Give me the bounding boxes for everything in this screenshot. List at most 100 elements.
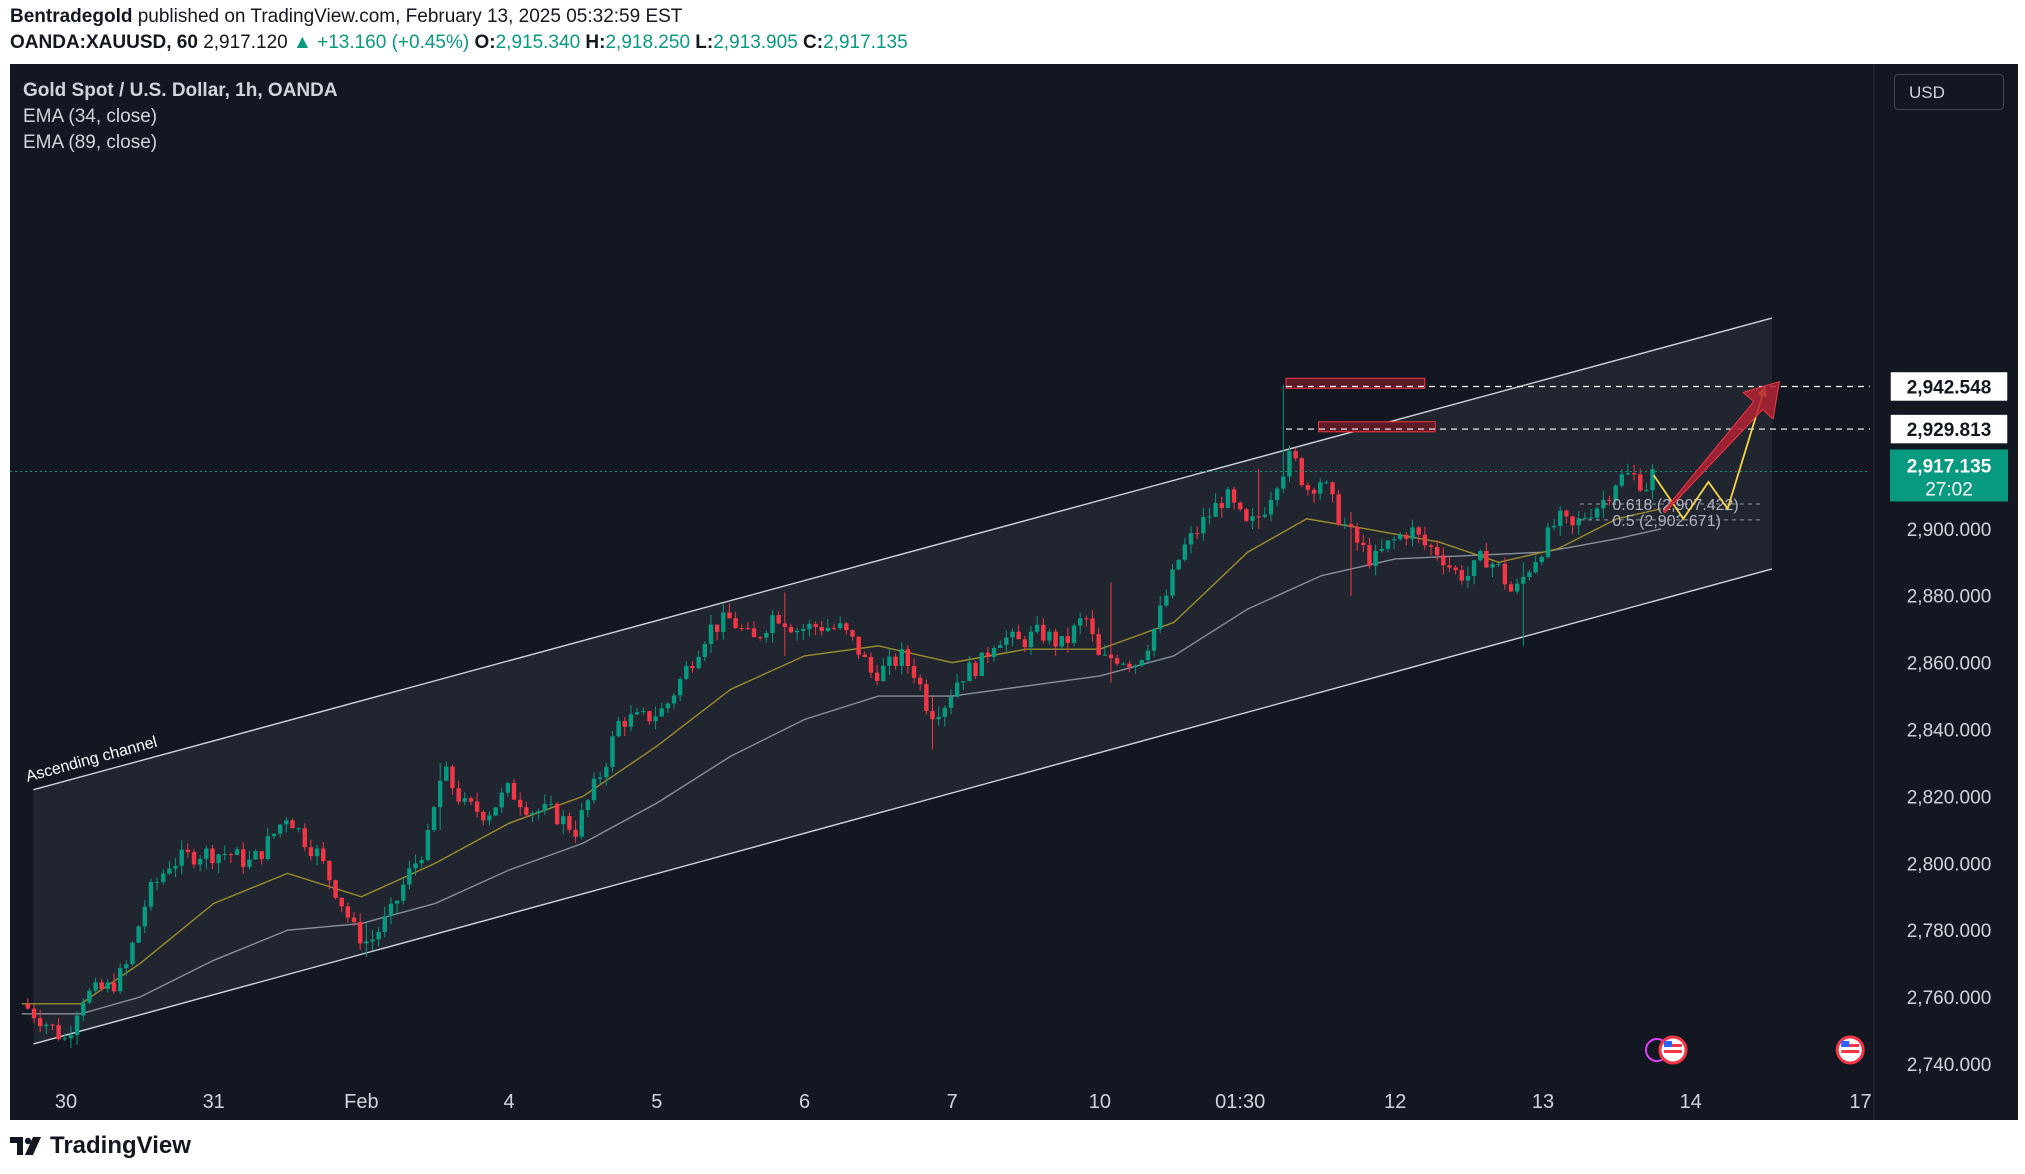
price-chart[interactable]: Ascending channel2,942.5482,929.8130.618… <box>10 64 2018 1120</box>
chart-pane[interactable]: Ascending channel 2,942.548 2,929.813 0.618… <box>10 64 2018 1120</box>
high-value: 2,918.250 <box>605 32 691 53</box>
candle-body <box>210 848 215 864</box>
candle <box>1391 535 1397 550</box>
candle-body <box>1564 510 1569 517</box>
candle <box>1631 464 1637 481</box>
candle <box>1625 463 1631 476</box>
open-value: 2,915.340 <box>495 32 581 53</box>
candle-body <box>542 804 547 812</box>
channel-fill <box>33 318 1772 1044</box>
fib-label-1: 0.5 (2,902.671) <box>1612 513 1721 530</box>
candle <box>1434 539 1440 561</box>
candle-body <box>1539 556 1544 563</box>
candle <box>431 805 437 833</box>
candle-body <box>1188 533 1194 545</box>
legend-ema89[interactable]: EMA (89, close) <box>23 132 158 153</box>
candle-body <box>634 712 640 715</box>
candle-body <box>801 629 806 631</box>
candle-body <box>585 800 591 811</box>
ema89-line <box>21 528 1662 1015</box>
candle <box>579 802 584 840</box>
target-arrow <box>1662 380 1780 514</box>
candle <box>1533 555 1538 574</box>
candle-body <box>1570 516 1575 526</box>
candle-body <box>825 627 831 632</box>
brand-name: TradingView <box>50 1132 191 1159</box>
candle <box>1256 468 1261 529</box>
candle <box>973 660 978 679</box>
candle <box>1090 610 1095 642</box>
candle <box>1194 526 1200 540</box>
candle-body <box>1041 624 1046 641</box>
legend-ema34[interactable]: EMA (34, close) <box>23 106 158 127</box>
x-tick-label-3: 4 <box>504 1091 515 1113</box>
candle <box>161 869 166 885</box>
candle <box>345 902 351 923</box>
author-name[interactable]: Bentradegold <box>10 6 133 27</box>
candle-body <box>1287 451 1292 477</box>
candle <box>407 860 412 890</box>
candle-body <box>998 645 1003 648</box>
candle-body <box>1194 533 1200 535</box>
candle-body <box>1533 562 1538 573</box>
candle <box>210 844 215 870</box>
x-tick-label-1: 31 <box>203 1091 225 1113</box>
candle-body <box>991 647 997 657</box>
candle <box>1453 564 1458 575</box>
candle-body <box>388 903 394 917</box>
candle <box>567 812 572 833</box>
candle-body <box>1102 654 1108 656</box>
candle-body <box>1170 569 1175 596</box>
candle <box>1201 507 1206 541</box>
candle <box>1490 561 1495 578</box>
candle-body <box>1625 473 1631 475</box>
candle-body <box>1521 576 1526 584</box>
candle <box>314 845 320 866</box>
candle <box>1361 534 1366 553</box>
candle <box>185 843 191 858</box>
candle-body <box>468 798 474 802</box>
candle-body <box>714 624 720 632</box>
zone-0 <box>1285 377 1426 389</box>
candle <box>597 771 603 785</box>
candle-body <box>222 854 227 856</box>
candle <box>837 616 843 631</box>
candle-body <box>967 662 972 682</box>
candle <box>253 849 258 860</box>
candle <box>31 1004 37 1024</box>
candle <box>511 779 517 801</box>
candle <box>788 623 794 634</box>
candle-body <box>265 836 271 860</box>
candle <box>1207 507 1212 525</box>
candle-body <box>124 964 129 969</box>
candle <box>327 860 332 890</box>
candle <box>1170 564 1175 599</box>
candle <box>1151 628 1157 657</box>
candle <box>1619 469 1624 488</box>
candle-body <box>74 1015 80 1036</box>
candle <box>1514 578 1520 594</box>
candle-body <box>1028 631 1034 648</box>
candle-body <box>579 810 584 837</box>
candle-body <box>1619 474 1624 486</box>
candle <box>1564 509 1569 524</box>
candle <box>893 653 898 670</box>
legend-title[interactable]: Gold Spot / U.S. Dollar, 1h, OANDA <box>23 80 338 101</box>
currency-button[interactable]: USD <box>1894 74 2004 110</box>
x-tick-label-5: 6 <box>799 1091 810 1113</box>
candle-body <box>1434 546 1440 556</box>
candle <box>1102 644 1108 657</box>
candle <box>1607 495 1612 506</box>
candle-body <box>1496 563 1501 565</box>
candle <box>954 674 960 698</box>
candle <box>1588 508 1594 521</box>
candle-body <box>1004 637 1009 646</box>
candle-body <box>776 615 781 624</box>
candle <box>1182 537 1188 562</box>
candle <box>998 640 1003 649</box>
candle <box>148 878 154 912</box>
candle-body <box>161 873 166 882</box>
level-label-1: 2,929.813 <box>1907 420 1992 441</box>
candle <box>62 1033 67 1041</box>
x-tick-label-2: Feb <box>344 1091 378 1113</box>
